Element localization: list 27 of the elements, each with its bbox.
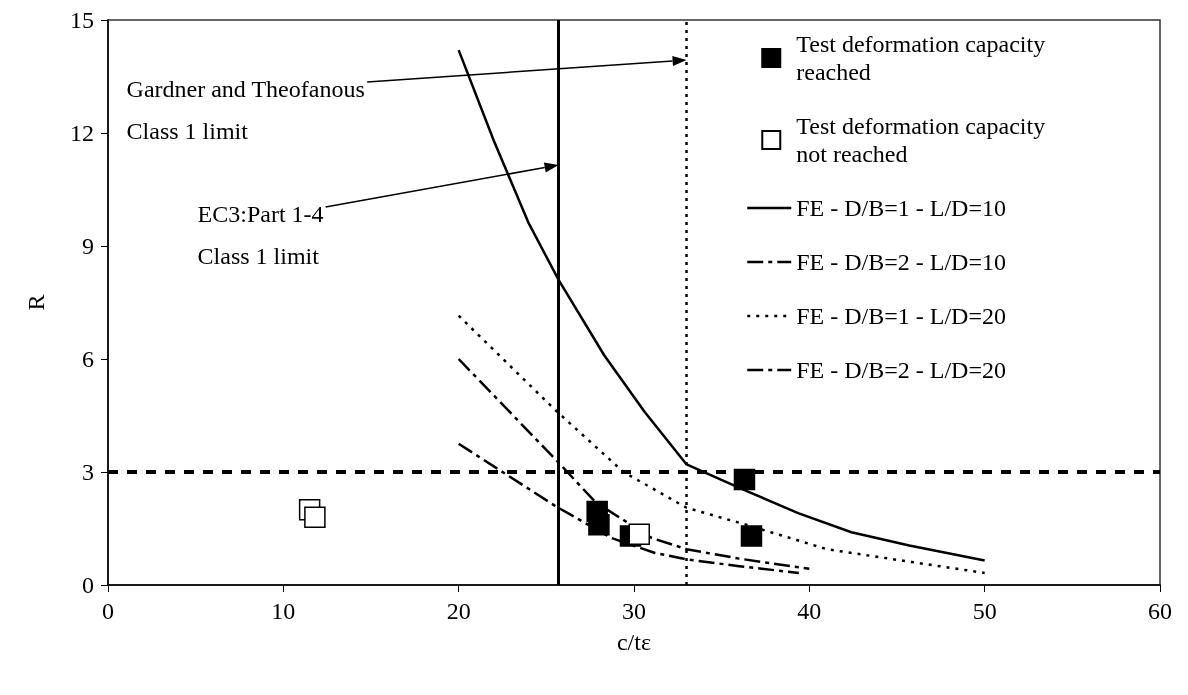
- y-tick-label: 0: [82, 572, 94, 598]
- x-tick-label: 0: [102, 598, 114, 624]
- x-tick-label: 50: [972, 598, 997, 624]
- y-tick-label: 6: [82, 346, 94, 372]
- x-tick-label: 20: [446, 598, 471, 624]
- y-axis-title: R: [23, 294, 49, 311]
- point: [588, 513, 610, 536]
- y-tick-label: 12: [70, 120, 94, 146]
- annotation: EC3:Part 1-4 Class 1 limit: [197, 201, 324, 269]
- x-tick-label: 40: [797, 598, 822, 624]
- x-axis-title: c/tε: [616, 629, 652, 655]
- legend-label: FE - D/B=2 - L/D=10: [796, 249, 1006, 275]
- legend-label: FE - D/B=1 - L/D=20: [796, 303, 1006, 329]
- x-tick-label: 30: [622, 598, 646, 624]
- legend-label: FE - D/B=2 - L/D=20: [796, 357, 1006, 383]
- point: [740, 525, 763, 547]
- legend-label: FE - D/B=1 - L/D=10: [796, 195, 1006, 221]
- x-tick-label: 10: [271, 598, 296, 624]
- y-tick-label: 3: [82, 459, 94, 485]
- y-tick-label: 15: [70, 7, 94, 33]
- x-tick-label: 60: [1148, 598, 1172, 624]
- point: [304, 506, 326, 528]
- legend-label: Test deformation capacity not reached: [796, 113, 1052, 167]
- y-tick-label: 9: [82, 233, 94, 259]
- annotation: Gardner and Theofanous Class 1 limit: [126, 76, 365, 144]
- legend-label: Test deformation capacity reached: [796, 31, 1052, 85]
- point: [628, 523, 651, 545]
